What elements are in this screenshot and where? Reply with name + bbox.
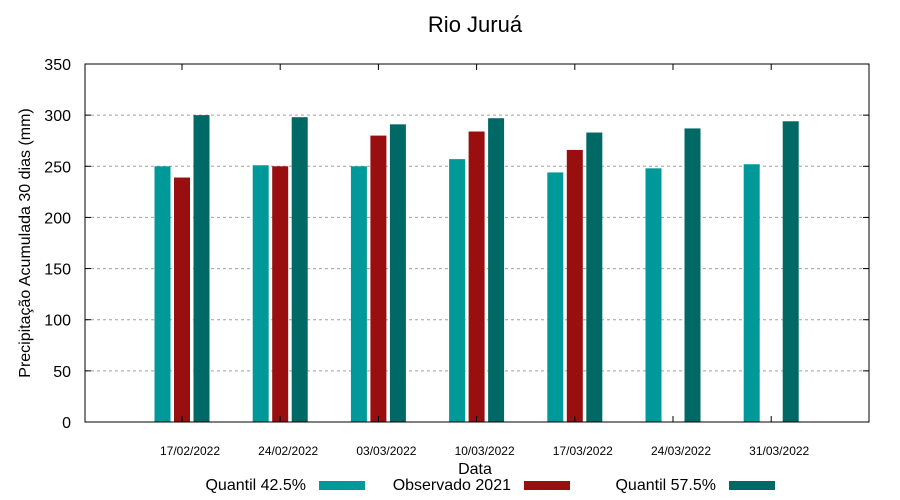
bar	[449, 159, 466, 422]
bar	[684, 128, 701, 422]
bar	[743, 164, 760, 423]
bar	[547, 172, 564, 422]
x-tick-label: 24/02/2022	[258, 444, 318, 458]
legend-label: Quantil 42.5%	[205, 477, 306, 494]
bar	[174, 177, 190, 422]
chart-title: Rio Juruá	[428, 12, 523, 37]
y-tick-label: 250	[44, 159, 71, 176]
y-axis: 0 50 100 150 200 250 300 350	[44, 57, 869, 432]
y-tick-label: 300	[44, 108, 71, 125]
legend-swatch	[524, 481, 570, 490]
bar	[645, 168, 662, 422]
legend: Quantil 42.5% Observado 2021 Quantil 57.5%	[205, 477, 775, 494]
x-tick-label: 17/02/2022	[160, 444, 220, 458]
bar	[389, 124, 406, 422]
bar	[586, 132, 603, 422]
x-axis: 17/02/2022 24/02/2022 03/03/2022 10/03/2022…	[160, 64, 810, 458]
bar	[350, 166, 367, 422]
x-axis-label: Data	[458, 461, 492, 478]
y-axis-label: Precipitação Acumulada 30 dias (mm)	[17, 108, 34, 377]
bar	[566, 149, 583, 423]
bar	[782, 121, 799, 422]
y-tick-label: 200	[44, 210, 71, 227]
bar	[370, 135, 387, 422]
bars	[154, 115, 799, 423]
x-tick-label: 03/03/2022	[356, 444, 416, 458]
bar	[272, 166, 289, 422]
bar	[252, 165, 269, 422]
x-tick-label: 17/03/2022	[553, 444, 613, 458]
bar	[468, 131, 485, 422]
legend-label: Observado 2021	[393, 477, 511, 494]
x-tick-label: 24/03/2022	[651, 444, 711, 458]
bar	[193, 115, 210, 423]
y-tick-label: 100	[44, 313, 71, 330]
x-tick-label: 31/03/2022	[749, 444, 809, 458]
y-tick-label: 350	[44, 57, 71, 74]
legend-swatch	[729, 481, 775, 490]
legend-label: Quantil 57.5%	[615, 477, 716, 494]
bar	[154, 166, 171, 422]
bar	[291, 117, 308, 422]
bar	[488, 118, 505, 422]
y-tick-label: 50	[53, 364, 71, 381]
legend-swatch	[319, 481, 365, 490]
x-tick-label: 10/03/2022	[455, 444, 515, 458]
y-tick-label: 0	[62, 415, 71, 432]
y-tick-label: 150	[44, 262, 71, 279]
